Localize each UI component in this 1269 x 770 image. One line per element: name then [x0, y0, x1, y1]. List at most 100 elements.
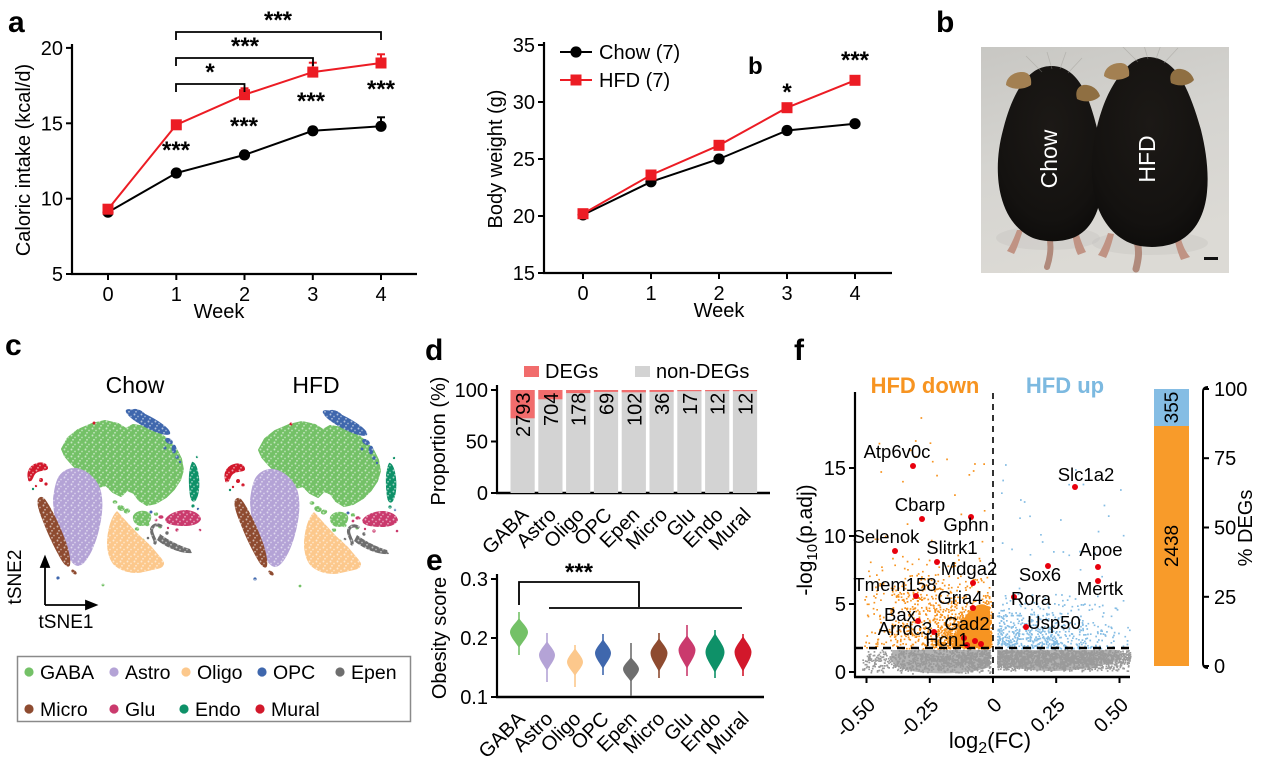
svg-text:Tmem158: Tmem158: [853, 574, 936, 595]
svg-text:35: 35: [513, 35, 535, 57]
svg-text:*: *: [782, 79, 792, 106]
svg-text:100: 100: [455, 380, 488, 402]
svg-text:HFD (7): HFD (7): [599, 70, 670, 92]
svg-text:3: 3: [781, 283, 792, 305]
svg-text:178: 178: [569, 393, 591, 426]
svg-text:Mural: Mural: [271, 699, 320, 721]
svg-text:-log10(p.adj): -log10(p.adj): [794, 484, 821, 595]
svg-text:17: 17: [680, 393, 702, 415]
svg-text:15: 15: [41, 113, 63, 135]
svg-text:OPC: OPC: [273, 662, 315, 684]
svg-text:5: 5: [835, 594, 846, 616]
svg-text:4: 4: [375, 284, 386, 306]
svg-text:25: 25: [1214, 587, 1236, 609]
svg-text:Selenok: Selenok: [853, 526, 921, 547]
svg-text:Rora: Rora: [1011, 588, 1052, 609]
svg-text:% DEGs: % DEGs: [1235, 490, 1257, 567]
svg-text:0: 0: [1214, 656, 1225, 678]
svg-text:Week: Week: [694, 300, 746, 322]
svg-text:Usp50: Usp50: [1027, 612, 1080, 633]
svg-text:Obesity score: Obesity score: [429, 577, 451, 699]
svg-text:20: 20: [41, 38, 63, 60]
svg-text:DEGs: DEGs: [545, 361, 598, 383]
svg-text:Mdga2: Mdga2: [941, 558, 998, 579]
svg-text:***: ***: [841, 47, 870, 74]
svg-text:1: 1: [171, 284, 182, 306]
svg-text:2793: 2793: [513, 393, 535, 438]
svg-text:30: 30: [513, 92, 535, 114]
svg-text:Oligo: Oligo: [197, 662, 243, 684]
svg-text:***: ***: [230, 113, 259, 140]
svg-text:Chow: Chow: [1036, 129, 1062, 188]
svg-text:d: d: [425, 334, 443, 367]
svg-text:12: 12: [736, 393, 758, 415]
svg-text:Micro: Micro: [40, 699, 88, 721]
svg-text:355: 355: [1162, 392, 1183, 424]
svg-text:log2(FC): log2(FC): [949, 728, 1031, 757]
svg-text:Atp6v0c: Atp6v0c: [864, 441, 931, 462]
svg-text:0: 0: [477, 483, 488, 505]
svg-text:a: a: [8, 6, 25, 39]
svg-text:***: ***: [367, 76, 396, 103]
svg-text:Sox6: Sox6: [1019, 564, 1061, 585]
svg-text:20: 20: [513, 206, 535, 228]
svg-text:Glu: Glu: [125, 699, 155, 721]
svg-text:4: 4: [849, 283, 860, 305]
svg-text:***: ***: [231, 33, 260, 60]
svg-text:1: 1: [645, 283, 656, 305]
svg-text:tSNE1: tSNE1: [39, 612, 94, 633]
svg-text:Week: Week: [194, 301, 246, 323]
svg-text:50: 50: [466, 432, 488, 454]
svg-text:Arrdc3: Arrdc3: [878, 618, 933, 639]
svg-text:HFD: HFD: [292, 372, 339, 398]
svg-text:3: 3: [307, 284, 318, 306]
svg-text:0.3: 0.3: [460, 569, 488, 591]
svg-text:HFD up: HFD up: [1026, 373, 1104, 398]
svg-text:Hcn1: Hcn1: [925, 629, 968, 650]
svg-text:0: 0: [835, 662, 846, 684]
svg-text:36: 36: [652, 393, 674, 415]
svg-text:Mertk: Mertk: [1077, 578, 1124, 599]
svg-text:Slitrk1: Slitrk1: [926, 537, 977, 558]
svg-text:b: b: [748, 53, 763, 80]
svg-text:Apoe: Apoe: [1079, 539, 1122, 560]
svg-text:Gphn: Gphn: [943, 514, 988, 535]
svg-text:Gria4: Gria4: [937, 587, 982, 608]
svg-text:75: 75: [1214, 448, 1236, 470]
svg-text:c: c: [5, 329, 22, 362]
svg-text:Chow (7): Chow (7): [599, 42, 680, 64]
svg-text:***: ***: [264, 7, 293, 34]
svg-text:10: 10: [41, 189, 63, 211]
svg-text:GABA: GABA: [40, 662, 94, 684]
svg-text:Epen: Epen: [351, 662, 397, 684]
svg-text:Caloric intake (kcal/d): Caloric intake (kcal/d): [13, 64, 35, 256]
svg-text:Cbarp: Cbarp: [895, 494, 945, 515]
svg-text:2: 2: [239, 284, 250, 306]
svg-text:Chow: Chow: [106, 372, 165, 398]
svg-text:tSNE2: tSNE2: [5, 550, 26, 605]
svg-text:15: 15: [513, 263, 535, 285]
svg-text:704: 704: [541, 393, 563, 426]
svg-text:b: b: [936, 6, 954, 39]
svg-text:Slc1a2: Slc1a2: [1058, 464, 1115, 485]
svg-text:10: 10: [824, 526, 846, 548]
svg-text:Body weight (g): Body weight (g): [485, 90, 507, 229]
svg-text:100: 100: [1214, 379, 1247, 401]
svg-text:***: ***: [297, 88, 326, 115]
svg-text:*: *: [205, 59, 215, 86]
svg-text:HFD: HFD: [1134, 135, 1160, 182]
svg-text:5: 5: [52, 264, 63, 286]
svg-text:25: 25: [513, 149, 535, 171]
svg-text:12: 12: [708, 393, 730, 415]
svg-text:Endo: Endo: [195, 699, 241, 721]
svg-text:f: f: [794, 334, 805, 367]
svg-text:***: ***: [565, 559, 594, 586]
svg-text:e: e: [426, 544, 443, 577]
svg-text:0: 0: [102, 284, 113, 306]
svg-text:Astro: Astro: [125, 662, 171, 684]
svg-text:69: 69: [597, 393, 619, 415]
svg-text:0.1: 0.1: [460, 687, 488, 709]
svg-text:102: 102: [624, 393, 646, 426]
svg-text:2438: 2438: [1162, 525, 1183, 567]
svg-text:Proportion (%): Proportion (%): [428, 377, 450, 506]
